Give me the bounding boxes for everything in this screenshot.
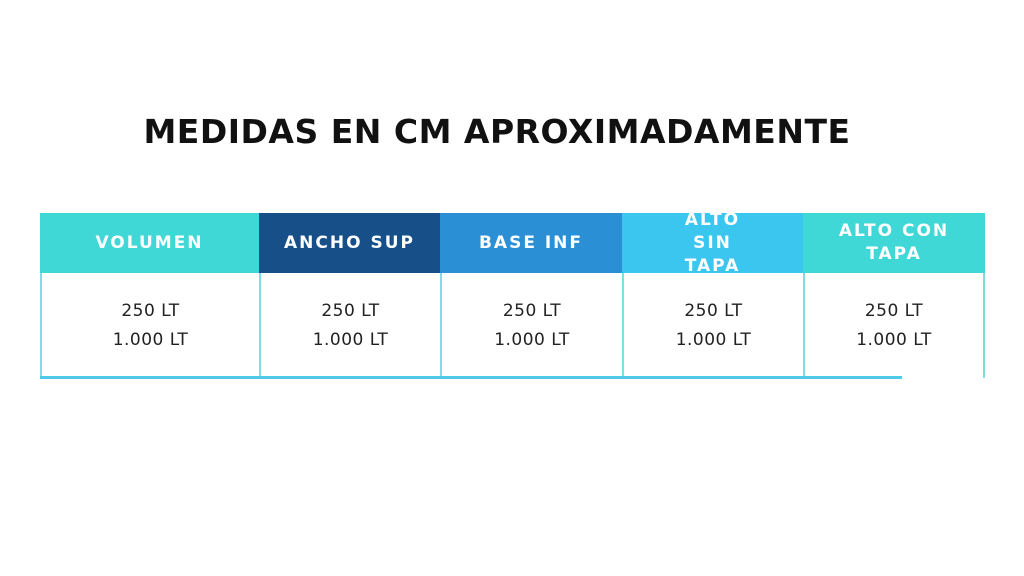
column-base-inf: BASE INF 250 LT 1.000 LT: [440, 213, 622, 378]
column-header: VOLUMEN: [40, 213, 259, 273]
column-cell: 250 LT 1.000 LT: [440, 273, 622, 378]
cell-value: 1.000 LT: [312, 329, 389, 350]
column-volumen: VOLUMEN 250 LT 1.000 LT: [40, 213, 259, 378]
cell-value: 250 LT: [864, 300, 924, 321]
cell-value: 1.000 LT: [856, 329, 932, 350]
measurements-table: VOLUMEN 250 LT 1.000 LT ANCHO SUP 250 LT…: [40, 210, 985, 378]
cell-value: 250 LT: [321, 300, 380, 321]
column-cell: 250 LT 1.000 LT: [40, 273, 259, 378]
column-cell: 250 LT 1.000 LT: [622, 273, 803, 378]
cell-value: 250 LT: [684, 300, 743, 321]
cell-value: 250 LT: [121, 300, 180, 321]
column-alto-sin-tapa: ALTO SIN TAPA 250 LT 1.000 LT: [622, 210, 803, 378]
column-cell: 250 LT 1.000 LT: [259, 273, 440, 378]
cell-value: 1.000 LT: [675, 329, 752, 350]
column-ancho-sup: ANCHO SUP 250 LT 1.000 LT: [259, 213, 440, 378]
column-alto-con-tapa: ALTO CON TAPA 250 LT 1.000 LT: [803, 213, 985, 378]
cell-value: 1.000 LT: [112, 329, 189, 350]
column-cell: 250 LT 1.000 LT: [803, 273, 985, 378]
table-bottom-border: [40, 376, 902, 379]
column-header: ALTO SIN TAPA: [622, 210, 803, 276]
cell-value: 250 LT: [502, 300, 562, 321]
column-header: ALTO CON TAPA: [803, 213, 985, 273]
column-header: ANCHO SUP: [259, 213, 440, 273]
column-header: BASE INF: [440, 213, 622, 273]
cell-value: 1.000 LT: [494, 329, 570, 350]
page-title: MEDIDAS EN CM APROXIMADAMENTE: [143, 112, 851, 151]
